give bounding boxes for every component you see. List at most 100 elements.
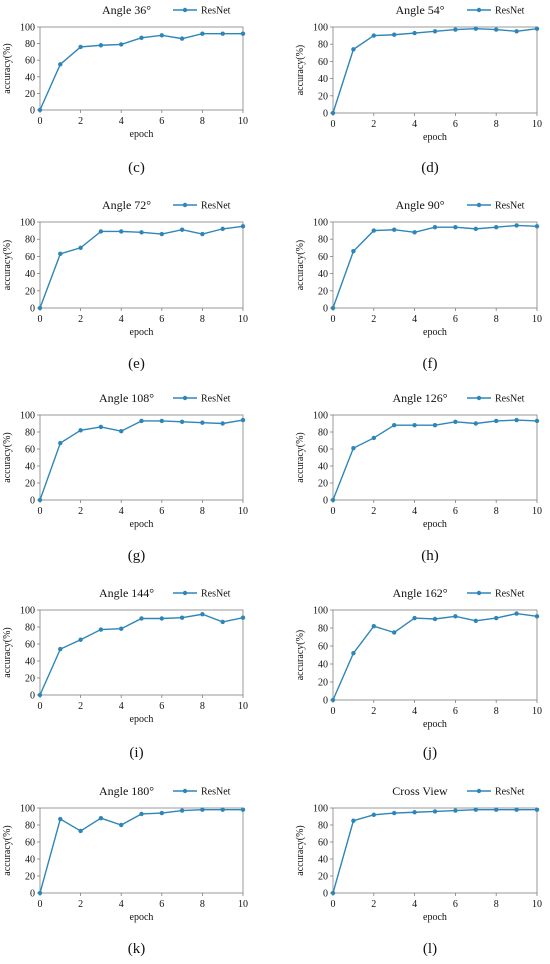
y-tick-label: 100 (313, 411, 328, 422)
y-tick-label: 0 (323, 496, 328, 507)
data-point (473, 618, 478, 623)
x-tick-label: 8 (200, 314, 205, 325)
panel-caption: (d) (421, 160, 439, 176)
data-point (58, 62, 63, 67)
y-tick-label: 60 (25, 445, 35, 456)
x-tick-label: 2 (78, 314, 83, 325)
chart-title: Angle 180° (99, 784, 154, 798)
x-axis-label: epoch (130, 519, 154, 530)
data-point (432, 29, 438, 34)
x-tick-label: 6 (159, 314, 164, 325)
y-tick-label: 40 (25, 855, 35, 866)
data-point (351, 651, 356, 656)
y-axis-label: accuracy(%) (2, 43, 13, 94)
data-point (58, 646, 63, 652)
data-point (514, 417, 519, 423)
y-tick-label: 80 (318, 428, 328, 439)
x-tick-label: 10 (532, 706, 542, 717)
data-point (453, 614, 458, 619)
chart-panel-10: 0 20 40 60 80 100 0 2 4 6 8 10 epoch accuracy(%) Cross… (295, 784, 542, 957)
chart-title: Angle 72° (102, 198, 151, 212)
plot-frame (39, 609, 244, 696)
chart-title: Angle 126° (392, 391, 447, 405)
y-tick-label: 80 (318, 624, 328, 635)
x-tick-label: 2 (371, 314, 376, 325)
data-point (453, 224, 458, 230)
x-tick-label: 2 (78, 899, 83, 910)
y-tick-label: 80 (25, 623, 35, 634)
panel-caption: (h) (421, 548, 439, 564)
data-point (37, 497, 43, 503)
data-point (534, 418, 540, 424)
x-tick-label: 0 (38, 116, 43, 127)
x-tick-label: 6 (159, 701, 164, 712)
data-point (78, 828, 83, 834)
data-point (159, 418, 164, 424)
data-point (200, 231, 205, 237)
x-axis-label: epoch (130, 327, 154, 338)
chart-panel-1: 0 20 40 60 80 100 0 2 4 6 8 10 epoch accuracy(%) Angle… (2, 3, 248, 176)
data-point (412, 230, 417, 235)
y-tick-label: 100 (20, 411, 35, 422)
y-axis-label: accuracy(%) (295, 825, 306, 876)
data-point (473, 26, 478, 31)
data-point (392, 227, 397, 232)
series-line-resnet (332, 809, 537, 894)
legend-marker (182, 590, 188, 596)
data-point (392, 32, 397, 37)
series-line-resnet (39, 613, 244, 696)
panel-caption: (f) (423, 356, 438, 372)
data-point (432, 616, 438, 622)
x-tick-label: 8 (494, 899, 499, 910)
x-tick-label: 10 (238, 506, 248, 517)
x-tick-label: 4 (412, 706, 417, 717)
legend-label: ResNet (495, 394, 525, 405)
x-tick-label: 6 (159, 506, 164, 517)
panel-caption: (j) (423, 745, 437, 761)
panel-caption: (c) (128, 160, 145, 176)
y-tick-label: 60 (25, 56, 35, 67)
data-point (494, 418, 499, 424)
data-point (412, 30, 417, 36)
data-point (78, 245, 83, 250)
data-point (330, 110, 336, 116)
data-point (179, 36, 185, 41)
data-point (412, 615, 417, 621)
chart-panel-6: 0 20 40 60 80 100 0 2 4 6 8 10 epoch accuracy(%) Angle… (295, 391, 542, 564)
x-axis-label: epoch (130, 912, 154, 923)
x-tick-label: 8 (200, 899, 205, 910)
data-point (330, 697, 336, 703)
x-tick-label: 8 (200, 701, 205, 712)
data-point (139, 35, 144, 40)
x-tick-label: 10 (238, 314, 248, 325)
data-point (139, 616, 144, 621)
legend-label: ResNet (201, 589, 231, 600)
y-tick-label: 100 (20, 804, 35, 815)
data-point (392, 630, 397, 635)
x-tick-label: 0 (331, 706, 336, 717)
data-point (200, 612, 205, 617)
x-tick-label: 0 (38, 899, 43, 910)
x-tick-label: 0 (331, 899, 336, 910)
data-point (98, 229, 104, 234)
y-tick-label: 60 (25, 838, 35, 849)
y-tick-label: 20 (318, 286, 328, 297)
data-point (351, 818, 356, 823)
data-point (240, 615, 246, 620)
data-point (514, 807, 519, 812)
legend-marker (476, 395, 482, 401)
y-tick-label: 20 (25, 872, 35, 883)
x-tick-label: 4 (119, 701, 124, 712)
data-point (371, 812, 376, 817)
y-tick-label: 80 (318, 40, 328, 51)
y-tick-label: 100 (313, 23, 328, 34)
chart-title: Angle 144° (99, 586, 154, 600)
data-point (240, 417, 246, 423)
series-line-resnet (39, 809, 243, 894)
data-point (330, 305, 336, 311)
x-tick-label: 8 (494, 119, 499, 130)
y-tick-label: 0 (30, 304, 35, 315)
x-tick-label: 10 (532, 899, 542, 910)
legend-marker (182, 395, 188, 401)
legend-marker (476, 202, 482, 208)
